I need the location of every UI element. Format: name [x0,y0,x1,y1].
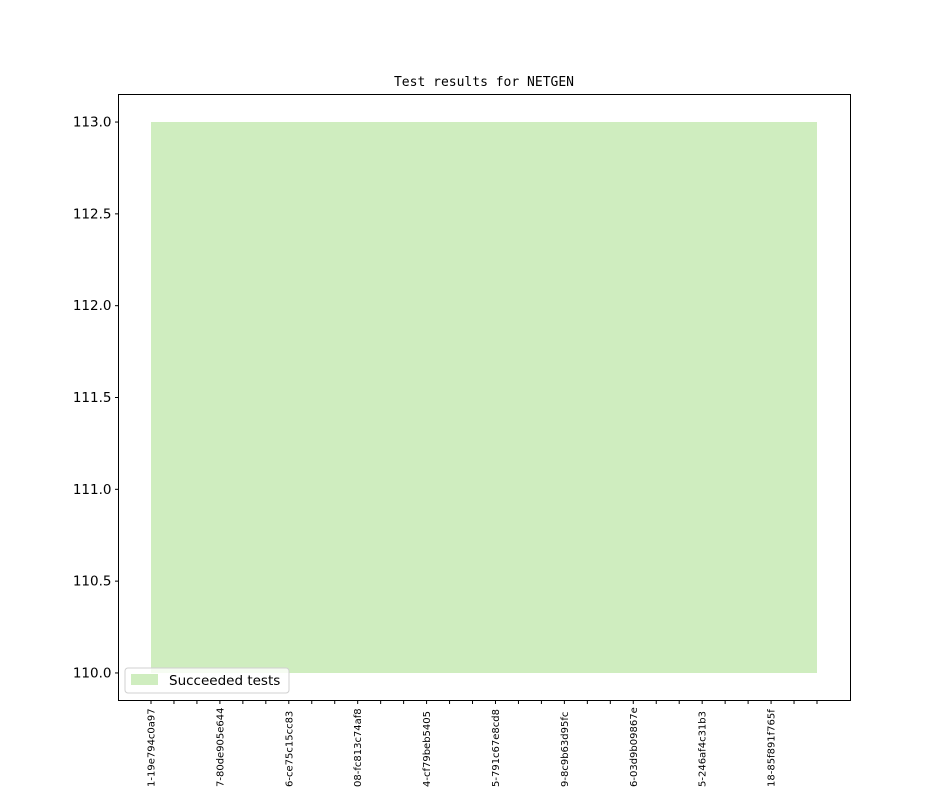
y-tick-label: 111.0 [73,482,112,498]
y-tick-label: 110.0 [73,665,112,681]
y-tick-label: 111.5 [73,390,112,406]
y-tick-label: 110.5 [73,574,112,590]
x-tick-label: 7-80de905e644 [215,707,226,787]
legend-label: Succeeded tests [169,673,280,689]
area-series-0 [151,122,817,673]
x-tick-label: 6-03d9b09867e [629,707,640,787]
x-tick-label: 9-8c9b63d95fc [560,712,571,787]
legend-swatch [131,674,158,685]
y-tick-label: 113.0 [73,115,112,131]
x-tick-label: 18-85f891f765f [767,709,778,787]
legend: Succeeded tests [124,667,290,694]
legend-box [124,667,290,694]
x-tick-label: 5-246af4c31b3 [698,711,709,787]
chart-title: Test results for NETGEN [394,75,574,90]
y-tick-label: 112.0 [73,298,112,314]
x-tick-label: 5-791c67e8cd8 [491,709,502,787]
x-tick-label: 08-fc813c74af8 [353,708,364,787]
y-tick-label: 112.5 [73,206,112,222]
x-tick-label: 6-ce75c15cc83 [284,711,295,787]
x-tick-label: 1-19e794c0a97 [147,708,158,787]
x-tick-label: 4-cf79beb5405 [422,711,433,787]
